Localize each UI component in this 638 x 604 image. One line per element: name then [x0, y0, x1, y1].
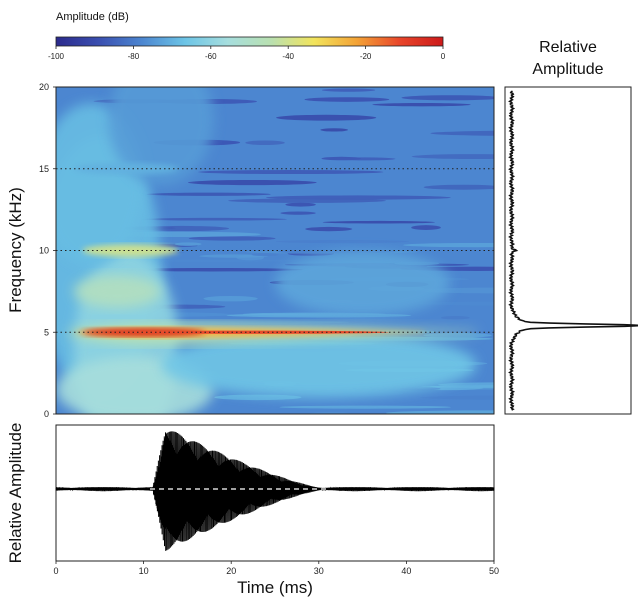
- spectrogram-streak: [188, 236, 276, 241]
- colorbar-ticks: -100 -80 -60 -40 -20 0: [48, 46, 446, 61]
- spectrogram-streak: [199, 254, 269, 258]
- x-tick-label: 0: [53, 566, 58, 576]
- spectrum-line: [508, 90, 638, 411]
- colorbar-tick-label: -40: [282, 52, 294, 61]
- spectrogram-streak: [187, 179, 317, 186]
- spectrogram-streak: [320, 128, 348, 132]
- spectrogram-streak: [430, 130, 494, 136]
- spectrogram-streak: [275, 240, 409, 244]
- spectrogram-streak: [146, 192, 271, 196]
- spectrogram-streak: [134, 259, 301, 262]
- spectrogram-region: [108, 87, 214, 186]
- spectrogram-region: [161, 332, 477, 398]
- spectrogram-plot: [56, 87, 494, 414]
- spectrogram-streak: [285, 202, 316, 207]
- spectrogram-streak: [372, 102, 471, 107]
- colorbar-tick-label: -100: [48, 52, 65, 61]
- spectrogram-streak: [322, 220, 435, 224]
- x-tick-label: 40: [401, 566, 411, 576]
- waveform-x-label: Time (ms): [237, 578, 313, 597]
- spectrum-title-line2: Amplitude: [532, 61, 603, 78]
- y-tick-label: 10: [39, 246, 49, 256]
- band-fundamental-tail: [108, 330, 389, 334]
- colorbar-tick-label: 0: [441, 52, 446, 61]
- spectrogram-y-label: Frequency (kHz): [6, 187, 25, 313]
- spectrogram-streak: [121, 267, 304, 272]
- colorbar: [55, 36, 444, 47]
- spectrogram-streak: [280, 211, 316, 215]
- waveform-line: [55, 431, 495, 551]
- spectrogram-streak: [228, 198, 386, 203]
- spectrogram-region: [73, 275, 162, 308]
- spectrogram-streak: [305, 226, 353, 232]
- spectrogram-streak: [276, 114, 377, 121]
- spectrogram-streak: [429, 384, 494, 389]
- spectrogram-streak: [423, 332, 492, 338]
- x-tick-label: 20: [226, 566, 236, 576]
- spectrogram-streak: [279, 405, 452, 409]
- waveform-x-ticks: 0 10 20 30 40 50: [53, 561, 499, 576]
- colorbar-tick-label: -20: [360, 52, 372, 61]
- spectrogram-streak: [440, 316, 470, 320]
- spectrogram-streak: [245, 140, 285, 146]
- spectrogram-streak: [420, 395, 494, 400]
- spectrogram-streak: [411, 225, 441, 230]
- y-tick-label: 20: [39, 82, 49, 92]
- colorbar-tick-label: -60: [205, 52, 217, 61]
- spectrogram-streak: [251, 253, 279, 257]
- y-tick-label: 0: [44, 409, 49, 419]
- x-tick-label: 50: [489, 566, 499, 576]
- band-2nd-harmonic: [82, 244, 179, 257]
- spectrogram-streak: [333, 157, 396, 161]
- x-tick-label: 10: [139, 566, 149, 576]
- colorbar-tick-label: -80: [128, 52, 140, 61]
- spectrogram-streak: [423, 184, 494, 190]
- spectrogram-y-ticks: 0 5 10 15 20: [39, 82, 56, 419]
- x-tick-label: 30: [314, 566, 324, 576]
- y-tick-label: 5: [44, 327, 49, 337]
- spectrum-title-line1: Relative: [539, 39, 597, 56]
- spectrogram-streak: [150, 320, 350, 324]
- spectrogram-streak: [385, 410, 494, 414]
- spectrogram-streak: [401, 95, 494, 101]
- spectrum-frame: [504, 86, 632, 415]
- spectrogram-streak: [417, 301, 494, 306]
- spectrogram-reference-lines: [56, 168, 494, 333]
- spectrogram-streak: [321, 88, 376, 92]
- waveform-y-label: Relative Amplitude: [6, 423, 25, 564]
- waveform-frame: [55, 424, 495, 562]
- y-tick-label: 15: [39, 164, 49, 174]
- spectrogram-streak: [304, 97, 390, 102]
- spectrogram-streak: [411, 154, 494, 159]
- spectrogram-streak: [403, 242, 494, 248]
- spectrogram-streak: [174, 242, 202, 246]
- spectrogram-region: [275, 250, 451, 316]
- colorbar-label: Amplitude (dB): [56, 11, 129, 23]
- band-3rd-harmonic: [73, 162, 179, 175]
- spectrogram-streak: [203, 295, 258, 302]
- spectrogram-streak: [141, 217, 287, 221]
- spectrogram-streak: [198, 170, 384, 175]
